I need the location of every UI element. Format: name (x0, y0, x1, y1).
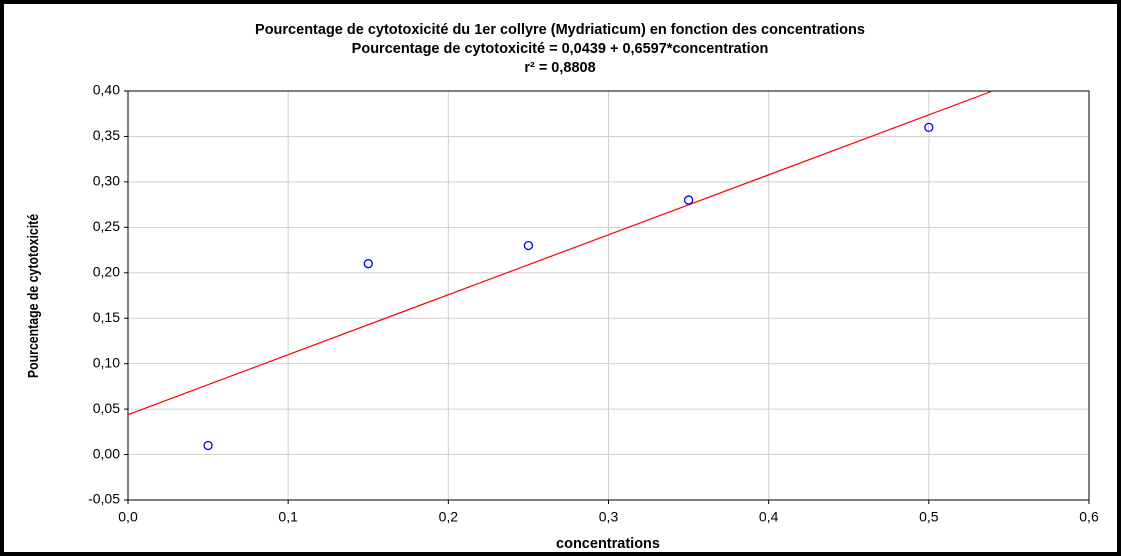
y-tick-label: 0,30 (93, 173, 120, 189)
x-axis-label: concentrations (556, 536, 660, 552)
x-tick-label: 0,5 (919, 509, 939, 525)
point (523, 240, 534, 251)
plot-border (127, 90, 1090, 501)
y-tick-label: 0,10 (93, 354, 120, 370)
x-tick-label: 0,6 (1079, 509, 1099, 525)
point (683, 195, 694, 205)
x-tick-label: 0,2 (439, 509, 459, 525)
point (203, 440, 213, 451)
point (363, 259, 373, 269)
x-tick-label: 0,1 (278, 509, 298, 525)
chart-subtitle: Pourcentage de cytotoxicité = 0,0439 + 0… (352, 41, 769, 57)
x-tick-label: 0,0 (118, 509, 138, 525)
x-tick-label: 0,4 (759, 509, 779, 525)
y-tick-label: 0,20 (93, 263, 120, 279)
y-axis-label: Pourcentage de cytotoxicité (25, 213, 41, 378)
y-tick-label: 0,40 (93, 82, 120, 98)
y-tick-label: 0,35 (93, 127, 120, 143)
y-tick-label: -0,05 (88, 491, 120, 507)
y-tick-label: 0,05 (93, 400, 120, 416)
y-tick-label: 0,15 (93, 309, 120, 325)
chart-title: Pourcentage de cytotoxicité du 1er colly… (255, 22, 865, 38)
x-tick-label: 0,3 (599, 509, 619, 525)
annotation: r² = 0,8808 (524, 60, 595, 76)
fit-line (127, 90, 993, 416)
y-tick-label: 0,25 (93, 218, 120, 234)
point (924, 122, 934, 133)
y-tick-label: 0,00 (93, 445, 120, 461)
